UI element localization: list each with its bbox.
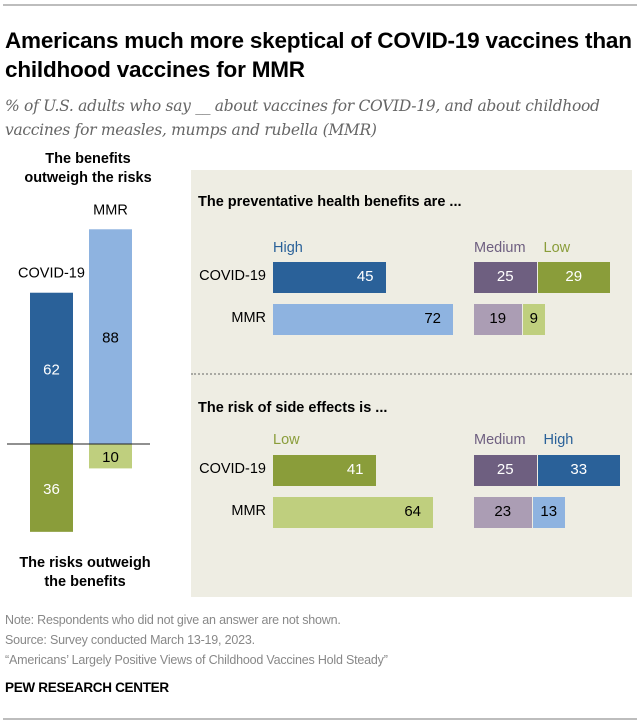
data-label: 10 xyxy=(102,449,119,466)
data-label: 29 xyxy=(565,268,583,285)
legend-low: Low xyxy=(273,432,300,448)
bar-medium-covid-19 xyxy=(474,455,537,486)
bar-risks-covid-19 xyxy=(30,444,73,532)
legend-medium: Medium xyxy=(474,432,526,448)
bar-high-mmr xyxy=(532,497,565,528)
right-panel xyxy=(191,170,632,597)
data-label: 25 xyxy=(496,268,514,285)
data-label: 19 xyxy=(489,310,507,327)
left-chart-bottom-heading: The risks outweigh the benefits xyxy=(19,555,151,590)
bar-medium-covid-19 xyxy=(474,262,537,293)
data-label: 64 xyxy=(404,503,421,520)
legend-high: High xyxy=(273,240,303,256)
bar-high-covid-19 xyxy=(273,262,386,293)
data-label: 33 xyxy=(570,461,588,478)
legend-medium: Medium xyxy=(474,240,526,256)
bar-low-mmr xyxy=(273,497,433,528)
data-label: 13 xyxy=(540,503,558,520)
category-label: COVID-19 xyxy=(18,266,85,282)
section-divider xyxy=(191,373,632,375)
row-label: COVID-19 xyxy=(199,268,266,284)
benefits-panel-title: The preventative health benefits are ... xyxy=(198,194,462,210)
legend-low: Low xyxy=(543,240,571,256)
data-label: 9 xyxy=(529,310,538,327)
chart-title: Americans much more skeptical of COVID-1… xyxy=(5,28,632,82)
data-label: 62 xyxy=(43,361,60,378)
bar-low-mmr xyxy=(522,304,545,335)
footer-report-title: “Americans’ Largely Positive Views of Ch… xyxy=(5,653,388,667)
left-chart-top-heading: The benefits outweigh the risks xyxy=(24,151,152,186)
bottom-rule xyxy=(3,718,637,720)
bar-low-covid-19 xyxy=(537,262,610,293)
bar-medium-mmr xyxy=(474,497,532,528)
footer-source: Source: Survey conducted March 13-19, 20… xyxy=(5,633,255,647)
data-label: 41 xyxy=(346,461,364,478)
left-diverging-chart: COVID-19 62 36 MMR 88 10 xyxy=(7,202,150,532)
footer-note: Note: Respondents who did not give an an… xyxy=(5,613,341,627)
row-label: MMR xyxy=(231,503,266,519)
bar-low-covid-19 xyxy=(273,455,376,486)
bar-medium-mmr xyxy=(474,304,522,335)
data-label: 23 xyxy=(494,503,512,520)
bar-benefits-mmr xyxy=(89,229,132,444)
category-label: MMR xyxy=(93,202,128,218)
bar-risks-mmr xyxy=(89,444,132,469)
data-label: 36 xyxy=(43,481,60,498)
data-label: 45 xyxy=(356,268,374,285)
brand-logo-text: PEW RESEARCH CENTER xyxy=(5,680,169,695)
bar-benefits-covid-19 xyxy=(30,292,73,444)
row-label: MMR xyxy=(231,310,266,326)
legend-high: High xyxy=(543,432,574,448)
data-label: 25 xyxy=(496,461,514,478)
bar-high-covid-19 xyxy=(537,455,620,486)
row-label: COVID-19 xyxy=(199,461,266,477)
bar-high-mmr xyxy=(273,304,453,335)
data-label: 72 xyxy=(424,310,441,327)
side-effects-panel-title: The risk of side effects is ... xyxy=(198,400,388,416)
chart-subtitle: % of U.S. adults who say __ about vaccin… xyxy=(5,97,600,139)
top-rule xyxy=(3,4,637,6)
data-label: 88 xyxy=(102,330,119,347)
